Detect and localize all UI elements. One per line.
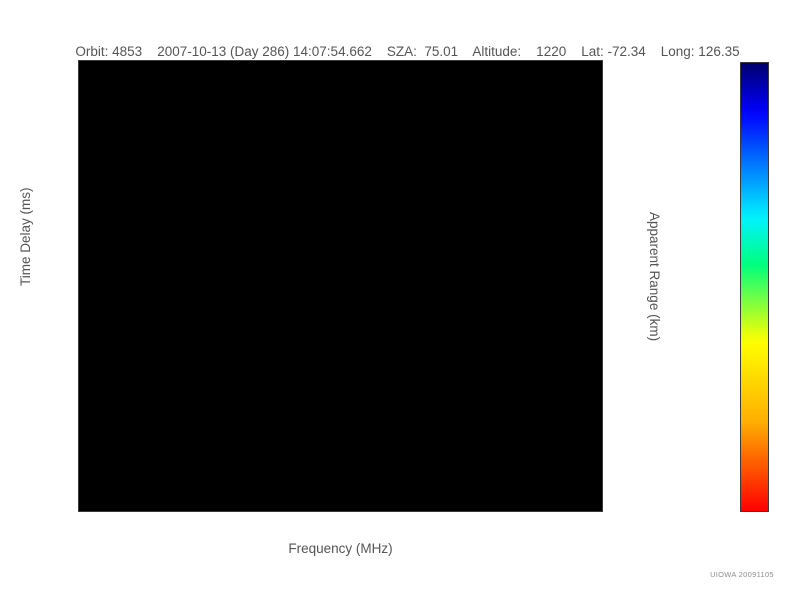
x-axis-title: Frequency (MHz) (288, 541, 393, 556)
colorbar-gradient (741, 63, 768, 511)
y-axis-title-left: Time Delay (ms) (18, 187, 33, 286)
header-text: Orbit: 4853 2007-10-13 (Day 286) 14:07:5… (75, 44, 740, 59)
spectrogram-plot[interactable] (78, 60, 603, 512)
y-axis-title-right: Apparent Range (km) (647, 212, 662, 342)
spectrogram-image (79, 61, 602, 511)
page-title: Orbit: 4853 2007-10-13 (Day 286) 14:07:5… (0, 29, 800, 74)
colorbar[interactable] (740, 62, 769, 512)
credit-footer: UIOWA 20091105 (710, 570, 774, 579)
